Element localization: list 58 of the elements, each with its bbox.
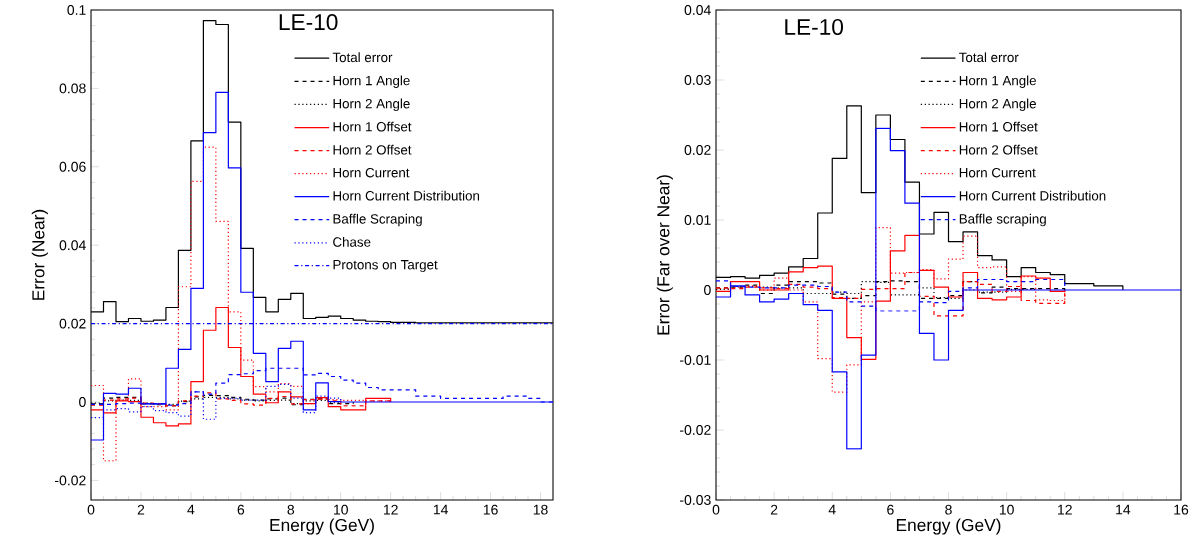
legend-label: Chase [333,236,371,247]
x-tick-label: 4 [828,504,836,515]
x-tick-label: 6 [887,504,894,515]
legend-label: Baffle Scraping [333,213,422,227]
y-tick-label: 0.02 [684,145,711,155]
y-tick-label: 0.01 [684,215,711,225]
y-tick-label: 0.08 [59,83,86,94]
x-tick-label: 12 [1058,504,1072,515]
legend-label: Horn 2 Offset [333,144,412,155]
legend-label: Horn 1 Offset [959,121,1038,132]
y-tick-label: 0.02 [59,318,86,329]
y-tick-label: -0.02 [680,425,711,435]
legend-label: Horn 2 Angle [959,98,1036,112]
legend-label: Horn Current Distribution [959,190,1106,201]
x-tick-label: 2 [137,504,145,515]
y-tick-label: 0.1 [67,5,86,15]
chart-title: LE-10 [785,18,844,36]
y-tick-label: 0.04 [59,240,86,251]
x-tick-label: 2 [770,504,778,515]
y-tick-label: 0.06 [59,161,86,172]
x-tick-label: 16 [1174,504,1189,515]
y-tick-label: 0.04 [684,5,711,15]
x-tick-label: 10 [999,504,1014,515]
y-tick-label: -0.01 [680,355,711,365]
y-tick-label: -0.02 [55,475,86,486]
x-axis-title: Energy (GeV) [896,518,1001,535]
y-tick-label: 0 [704,285,711,295]
x-tick-label: 14 [433,504,448,515]
legend-label: Horn 1 Offset [333,121,412,132]
chart-title: LE-10 [279,14,338,31]
legend-label: Baffle scraping [959,213,1046,227]
legend-label: Horn 1 Angle [333,75,410,88]
x-tick-label: 4 [187,504,195,515]
y-tick-label: -0.03 [680,495,711,505]
x-tick-label: 14 [1116,504,1131,515]
x-tick-label: 8 [287,504,295,515]
x-tick-label: 0 [712,504,720,515]
x-tick-label: 12 [383,504,398,515]
x-tick-label: 6 [237,504,245,515]
y-tick-label: 0 [79,397,86,407]
x-tick-label: 8 [945,504,952,515]
legend-label: Protons on Target [333,260,438,273]
legend-label: Horn Current [333,167,410,178]
x-tick-label: 10 [334,504,348,515]
y-axis-title: Error (Far over Near) [656,175,673,335]
y-tick-label: 0.03 [684,75,711,85]
legend-label: Total error [332,52,393,63]
x-tick-label: 18 [533,504,548,515]
legend-label: Horn 2 Angle [333,98,410,112]
y-axis-title: Error (Near) [31,209,48,300]
x-axis-title: Energy (GeV) [270,518,374,535]
legend-label: Horn 1 Angle [959,75,1036,88]
legend-label: Horn 2 Offset [959,144,1038,155]
x-tick-label: 16 [483,504,498,515]
legend-label: Horn Current Distribution [333,190,480,201]
x-tick-label: 0 [87,504,95,515]
legend-label: Total error [959,52,1019,63]
legend-label: Horn Current [959,167,1036,178]
